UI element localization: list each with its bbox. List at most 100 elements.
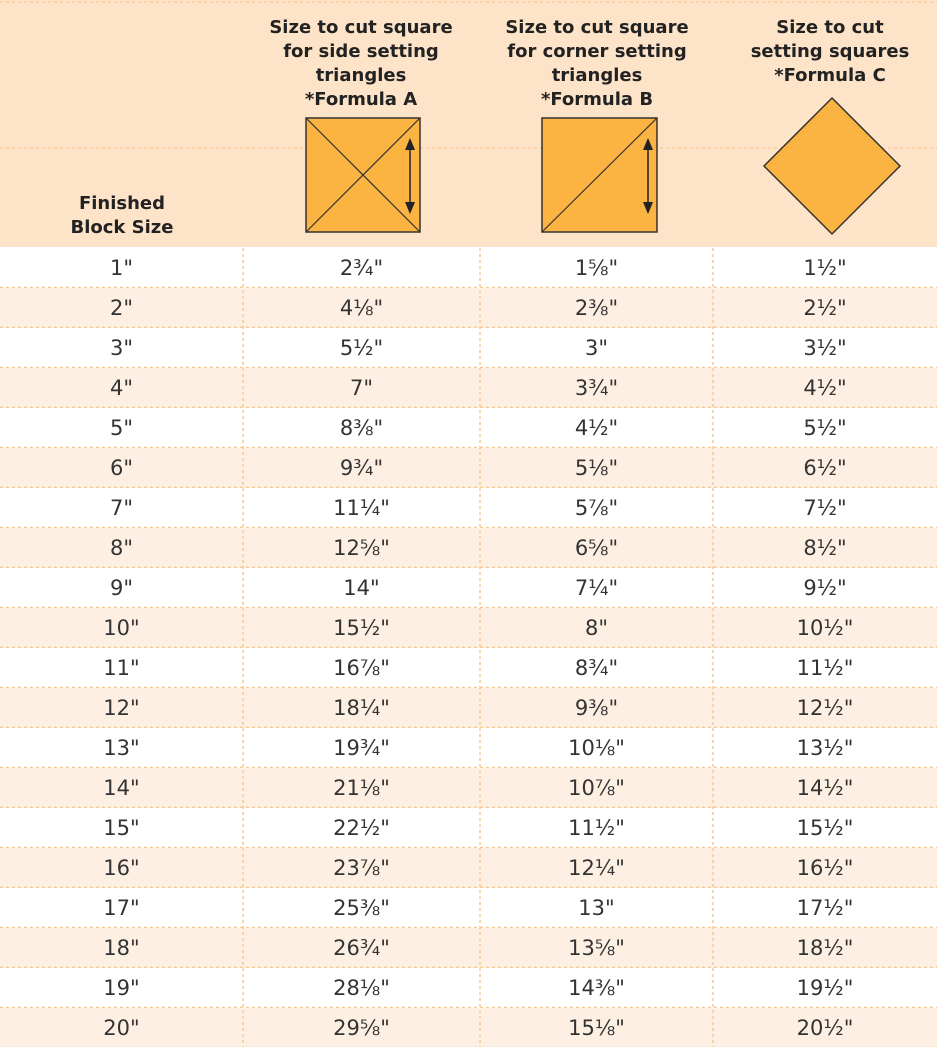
cell-text: 11¼" xyxy=(333,496,390,520)
row-background xyxy=(0,968,937,1008)
cell-text: 16⅞" xyxy=(333,656,390,680)
row-background xyxy=(0,528,937,568)
cell-text: 18½" xyxy=(797,936,854,960)
cell-text: 28⅛" xyxy=(333,976,390,1000)
cell-text: 6½" xyxy=(803,456,846,480)
cell-text: 2½" xyxy=(803,296,846,320)
cell-text: 14½" xyxy=(797,776,854,800)
cell-text: 10" xyxy=(103,616,139,640)
cell-text: 7" xyxy=(350,376,373,400)
row-background xyxy=(0,928,937,968)
row-background xyxy=(0,768,937,808)
header-text: Block Size xyxy=(71,217,174,238)
cell-text: 29⅝" xyxy=(333,1016,390,1040)
cell-text: 12¼" xyxy=(568,856,625,880)
cell-text: 26¾" xyxy=(333,936,390,960)
cell-text: 22½" xyxy=(333,816,390,840)
cell-text: 10½" xyxy=(797,616,854,640)
cell-text: 5½" xyxy=(803,416,846,440)
cell-text: 2" xyxy=(110,296,133,320)
row-background xyxy=(0,488,937,528)
header-text: *Formula A xyxy=(305,89,417,110)
cell-text: 16½" xyxy=(797,856,854,880)
cell-text: 8½" xyxy=(803,536,846,560)
cell-text: 1½" xyxy=(803,256,846,280)
header-background xyxy=(0,0,937,247)
row-background xyxy=(0,648,937,688)
cell-text: 8¾" xyxy=(575,656,618,680)
cell-text: 4⅛" xyxy=(340,296,383,320)
cell-text: 3" xyxy=(110,336,133,360)
cell-text: 3½" xyxy=(803,336,846,360)
row-background xyxy=(0,568,937,608)
cell-text: 25⅜" xyxy=(333,896,390,920)
cell-text: 18¼" xyxy=(333,696,390,720)
cell-text: 5⅛" xyxy=(575,456,618,480)
cell-text: 2⅜" xyxy=(575,296,618,320)
cell-text: 7¼" xyxy=(575,576,618,600)
header-text: Size to cut square xyxy=(269,17,452,38)
cell-text: 6" xyxy=(110,456,133,480)
row-background xyxy=(0,248,937,288)
row-background xyxy=(0,288,937,328)
cell-text: 1" xyxy=(110,256,133,280)
cell-text: 21⅛" xyxy=(333,776,390,800)
cell-text: 3¾" xyxy=(575,376,618,400)
cell-text: 6⅝" xyxy=(575,536,618,560)
cell-text: 8" xyxy=(110,536,133,560)
cell-text: 7½" xyxy=(803,496,846,520)
row-background xyxy=(0,888,937,928)
header-text: Size to cut square xyxy=(505,17,688,38)
cell-text: 23⅞" xyxy=(333,856,390,880)
row-background xyxy=(0,688,937,728)
header-text: triangles xyxy=(552,65,643,86)
header-text: triangles xyxy=(316,65,407,86)
cell-text: 11" xyxy=(103,656,139,680)
cell-text: 18" xyxy=(103,936,139,960)
cell-text: 10⅞" xyxy=(568,776,625,800)
cell-text: 12½" xyxy=(797,696,854,720)
cell-text: 5" xyxy=(110,416,133,440)
row-background xyxy=(0,448,937,488)
row-background xyxy=(0,728,937,768)
cell-text: 17" xyxy=(103,896,139,920)
header-text: setting squares xyxy=(751,41,910,62)
cell-text: 15½" xyxy=(333,616,390,640)
cell-text: 8⅜" xyxy=(340,416,383,440)
cell-text: 14⅜" xyxy=(568,976,625,1000)
cell-text: 9½" xyxy=(803,576,846,600)
cell-text: 4" xyxy=(110,376,133,400)
cell-text: 5½" xyxy=(340,336,383,360)
header-text: Finished xyxy=(79,193,165,214)
cell-text: 20½" xyxy=(797,1016,854,1040)
header-text: *Formula C xyxy=(774,65,886,86)
row-background xyxy=(0,368,937,408)
cell-text: 8" xyxy=(585,616,608,640)
cell-text: 19¾" xyxy=(333,736,390,760)
cell-text: 13½" xyxy=(797,736,854,760)
cell-text: 11½" xyxy=(568,816,625,840)
icon-side-triangles xyxy=(305,117,421,233)
cell-text: 13⅝" xyxy=(568,936,625,960)
cell-text: 14" xyxy=(103,776,139,800)
cell-text: 4½" xyxy=(803,376,846,400)
header-text: *Formula B xyxy=(541,89,653,110)
row-background xyxy=(0,1008,937,1047)
cell-text: 17½" xyxy=(797,896,854,920)
row-background xyxy=(0,328,937,368)
row-background xyxy=(0,608,937,648)
cell-text: 11½" xyxy=(797,656,854,680)
cell-text: 16" xyxy=(103,856,139,880)
header-text: for side setting xyxy=(283,41,439,62)
cell-text: 12" xyxy=(103,696,139,720)
header-text: Size to cut xyxy=(776,17,884,38)
cell-text: 13" xyxy=(103,736,139,760)
cell-text: 9⅜" xyxy=(575,696,618,720)
cell-text: 2¾" xyxy=(340,256,383,280)
cell-text: 5⅞" xyxy=(575,496,618,520)
cell-text: 14" xyxy=(343,576,379,600)
cell-text: 4½" xyxy=(575,416,618,440)
cell-text: 9¾" xyxy=(340,456,383,480)
row-background xyxy=(0,408,937,448)
